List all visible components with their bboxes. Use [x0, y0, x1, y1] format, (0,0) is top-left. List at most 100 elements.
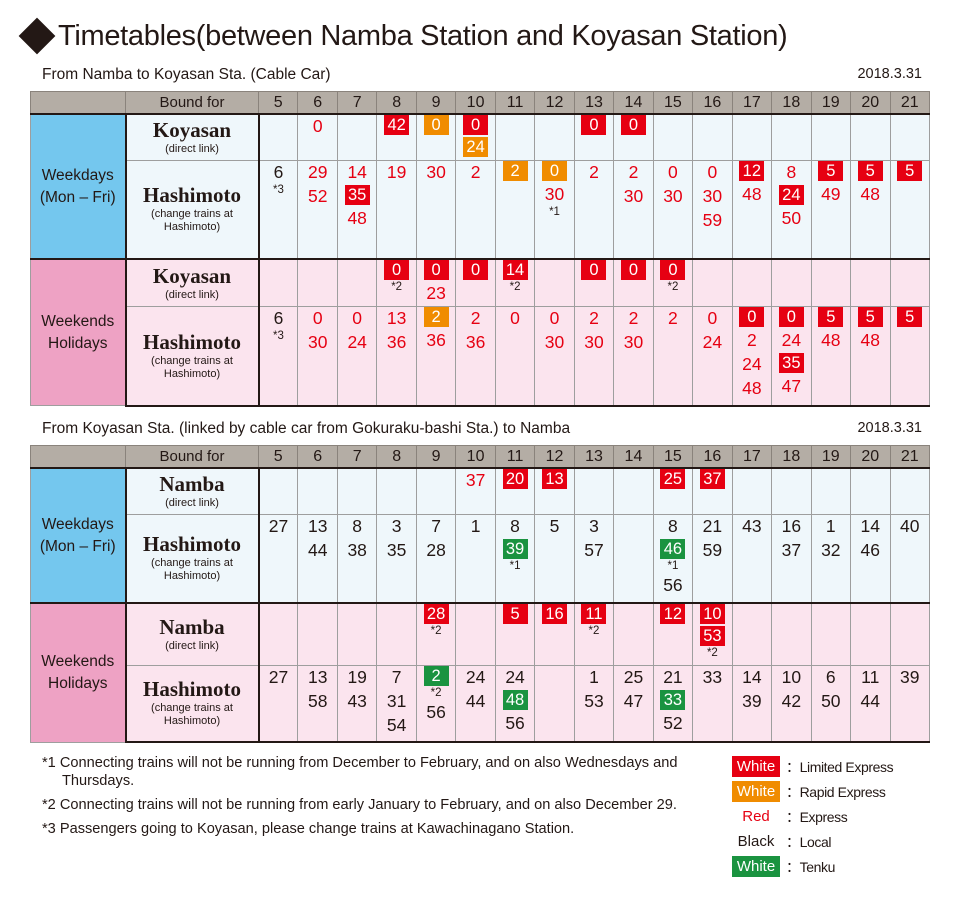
hour-cell — [692, 258, 733, 307]
hour-cell: 5 48 — [810, 306, 852, 407]
hour-cell: 1 53 — [573, 664, 615, 743]
hour-header: 11 — [494, 445, 536, 469]
departure-minute: 8 — [786, 161, 797, 182]
hour-cell — [534, 664, 575, 743]
departure-minute: 0 — [778, 307, 804, 327]
route-name: Hashimoto — [142, 183, 241, 208]
hour-cell: 13 36 — [376, 306, 417, 407]
hour-cell: 2 *2 56 — [415, 664, 457, 743]
departure-minute: 6 — [273, 308, 284, 328]
hour-cell: 19 — [376, 159, 417, 260]
route-subtitle: (direct link) — [165, 639, 219, 652]
departure-minute: 14 — [742, 666, 762, 687]
day-type-line: Weekdays — [41, 166, 114, 184]
hour-cell: 6 *3 — [257, 159, 299, 260]
departure-minute: 30 — [544, 183, 565, 204]
hour-header: 9 — [415, 91, 457, 115]
departure-minute: 39 — [502, 538, 528, 559]
hour-cell — [534, 258, 575, 307]
hour-cell — [731, 113, 773, 161]
hour-header: 5 — [257, 91, 299, 115]
hour-cell — [415, 467, 457, 515]
hour-cell: 8 39 *1 — [494, 513, 536, 604]
hour-cell: 21 33 52 — [652, 664, 694, 743]
route-label: Hashimoto (change trains at Hashimoto) — [125, 664, 260, 743]
departure-minute: 24 — [781, 330, 802, 350]
departure-minute: 2 — [668, 308, 678, 328]
departure-minute: 0 — [660, 260, 686, 280]
footnotes: *1 Connecting trains will not be running… — [42, 754, 682, 844]
day-type-line: Holidays — [48, 674, 108, 692]
hour-header: 15 — [652, 91, 694, 115]
hour-cell — [376, 467, 417, 515]
departure-minute: 27 — [268, 515, 289, 536]
hour-cell — [494, 113, 536, 161]
hour-cell: 42 — [376, 113, 417, 161]
legend-swatch: Red — [742, 808, 770, 825]
departure-minute: 24 — [347, 332, 367, 352]
departure-minute: 36 — [465, 332, 486, 352]
departure-minute: 24 — [778, 184, 804, 205]
hour-cell: 7 28 — [415, 513, 457, 604]
hour-cell: 10 53 *2 — [692, 602, 733, 666]
departure-minute: 44 — [860, 690, 880, 711]
departure-minute: 59 — [702, 539, 723, 560]
hour-cell: 6 *3 — [257, 306, 299, 407]
hour-cell: 5 — [534, 513, 575, 604]
departure-minute: 2 — [628, 161, 639, 182]
day-type-label: Weekends Holidays — [30, 602, 127, 743]
hour-cell — [810, 467, 852, 515]
departure-minute: 24 — [505, 666, 525, 687]
hour-cell: 0 30 — [652, 159, 694, 260]
hour-header: 9 — [415, 445, 457, 469]
legend-swatch: White — [732, 781, 780, 802]
hour-cell — [850, 258, 891, 307]
hour-header: 16 — [692, 445, 733, 469]
hour-cell — [810, 113, 852, 161]
hour-cell: 2 36 — [415, 306, 457, 407]
departure-minute: 38 — [347, 539, 367, 560]
departure-minute: 46 — [860, 539, 880, 560]
hour-cell: 5 — [494, 602, 536, 666]
hour-cell: 13 44 — [297, 513, 338, 604]
page-title-block: Timetables(between Namba Station and Koy… — [18, 14, 788, 58]
departure-minute: 1 — [825, 515, 836, 536]
hour-cell: 16 37 — [771, 513, 812, 604]
departure-minute: 36 — [386, 332, 407, 352]
departure-minute: 2 — [423, 665, 449, 686]
hour-header: 20 — [850, 91, 891, 115]
hour-cell: 8 46 *1 56 — [652, 513, 694, 604]
hour-cell: 5 — [889, 306, 930, 407]
departure-minute: 8 — [668, 515, 678, 536]
hour-cell — [771, 258, 812, 307]
inbound-timetable: Bound for 5 6 7 8 9 10 11 12 13 14 15 16 17 18 19 20 21 We… — [30, 445, 930, 743]
day-type-label: Weekdays (Mon – Fri) — [30, 467, 127, 604]
departure-minute: 11 — [861, 666, 880, 687]
departure-minute: 0 — [312, 308, 323, 328]
hour-cell: 19 43 — [336, 664, 378, 743]
legend-swatch: Black — [737, 833, 775, 850]
hour-cell: 40 — [889, 513, 930, 604]
hour-header: 16 — [692, 91, 733, 115]
departure-minute: 2 — [502, 160, 528, 181]
departure-minute: 48 — [502, 689, 528, 710]
hour-cell — [850, 467, 891, 515]
departure-minute: 2 — [470, 308, 481, 328]
hour-cell — [534, 113, 575, 161]
departure-minute: 12 — [660, 604, 686, 624]
hour-header: 19 — [810, 91, 852, 115]
departure-minute: 8 — [510, 515, 520, 536]
day-type-line: Weekends — [41, 652, 115, 670]
hour-cell: 3 35 — [376, 513, 417, 604]
hour-cell — [336, 467, 378, 515]
departure-minute: 0 — [463, 115, 489, 135]
departure-minute: 20 — [502, 469, 528, 489]
departure-minute: 3 — [589, 515, 599, 536]
departure-minute: 16 — [781, 515, 802, 536]
hour-cell: 14 46 — [850, 513, 891, 604]
departure-minute: 43 — [347, 690, 367, 711]
hour-cell: 14 35 48 — [336, 159, 378, 260]
hour-cell: 20 — [494, 467, 536, 515]
route-name: Namba — [159, 471, 225, 496]
departure-minute: 48 — [742, 378, 762, 398]
